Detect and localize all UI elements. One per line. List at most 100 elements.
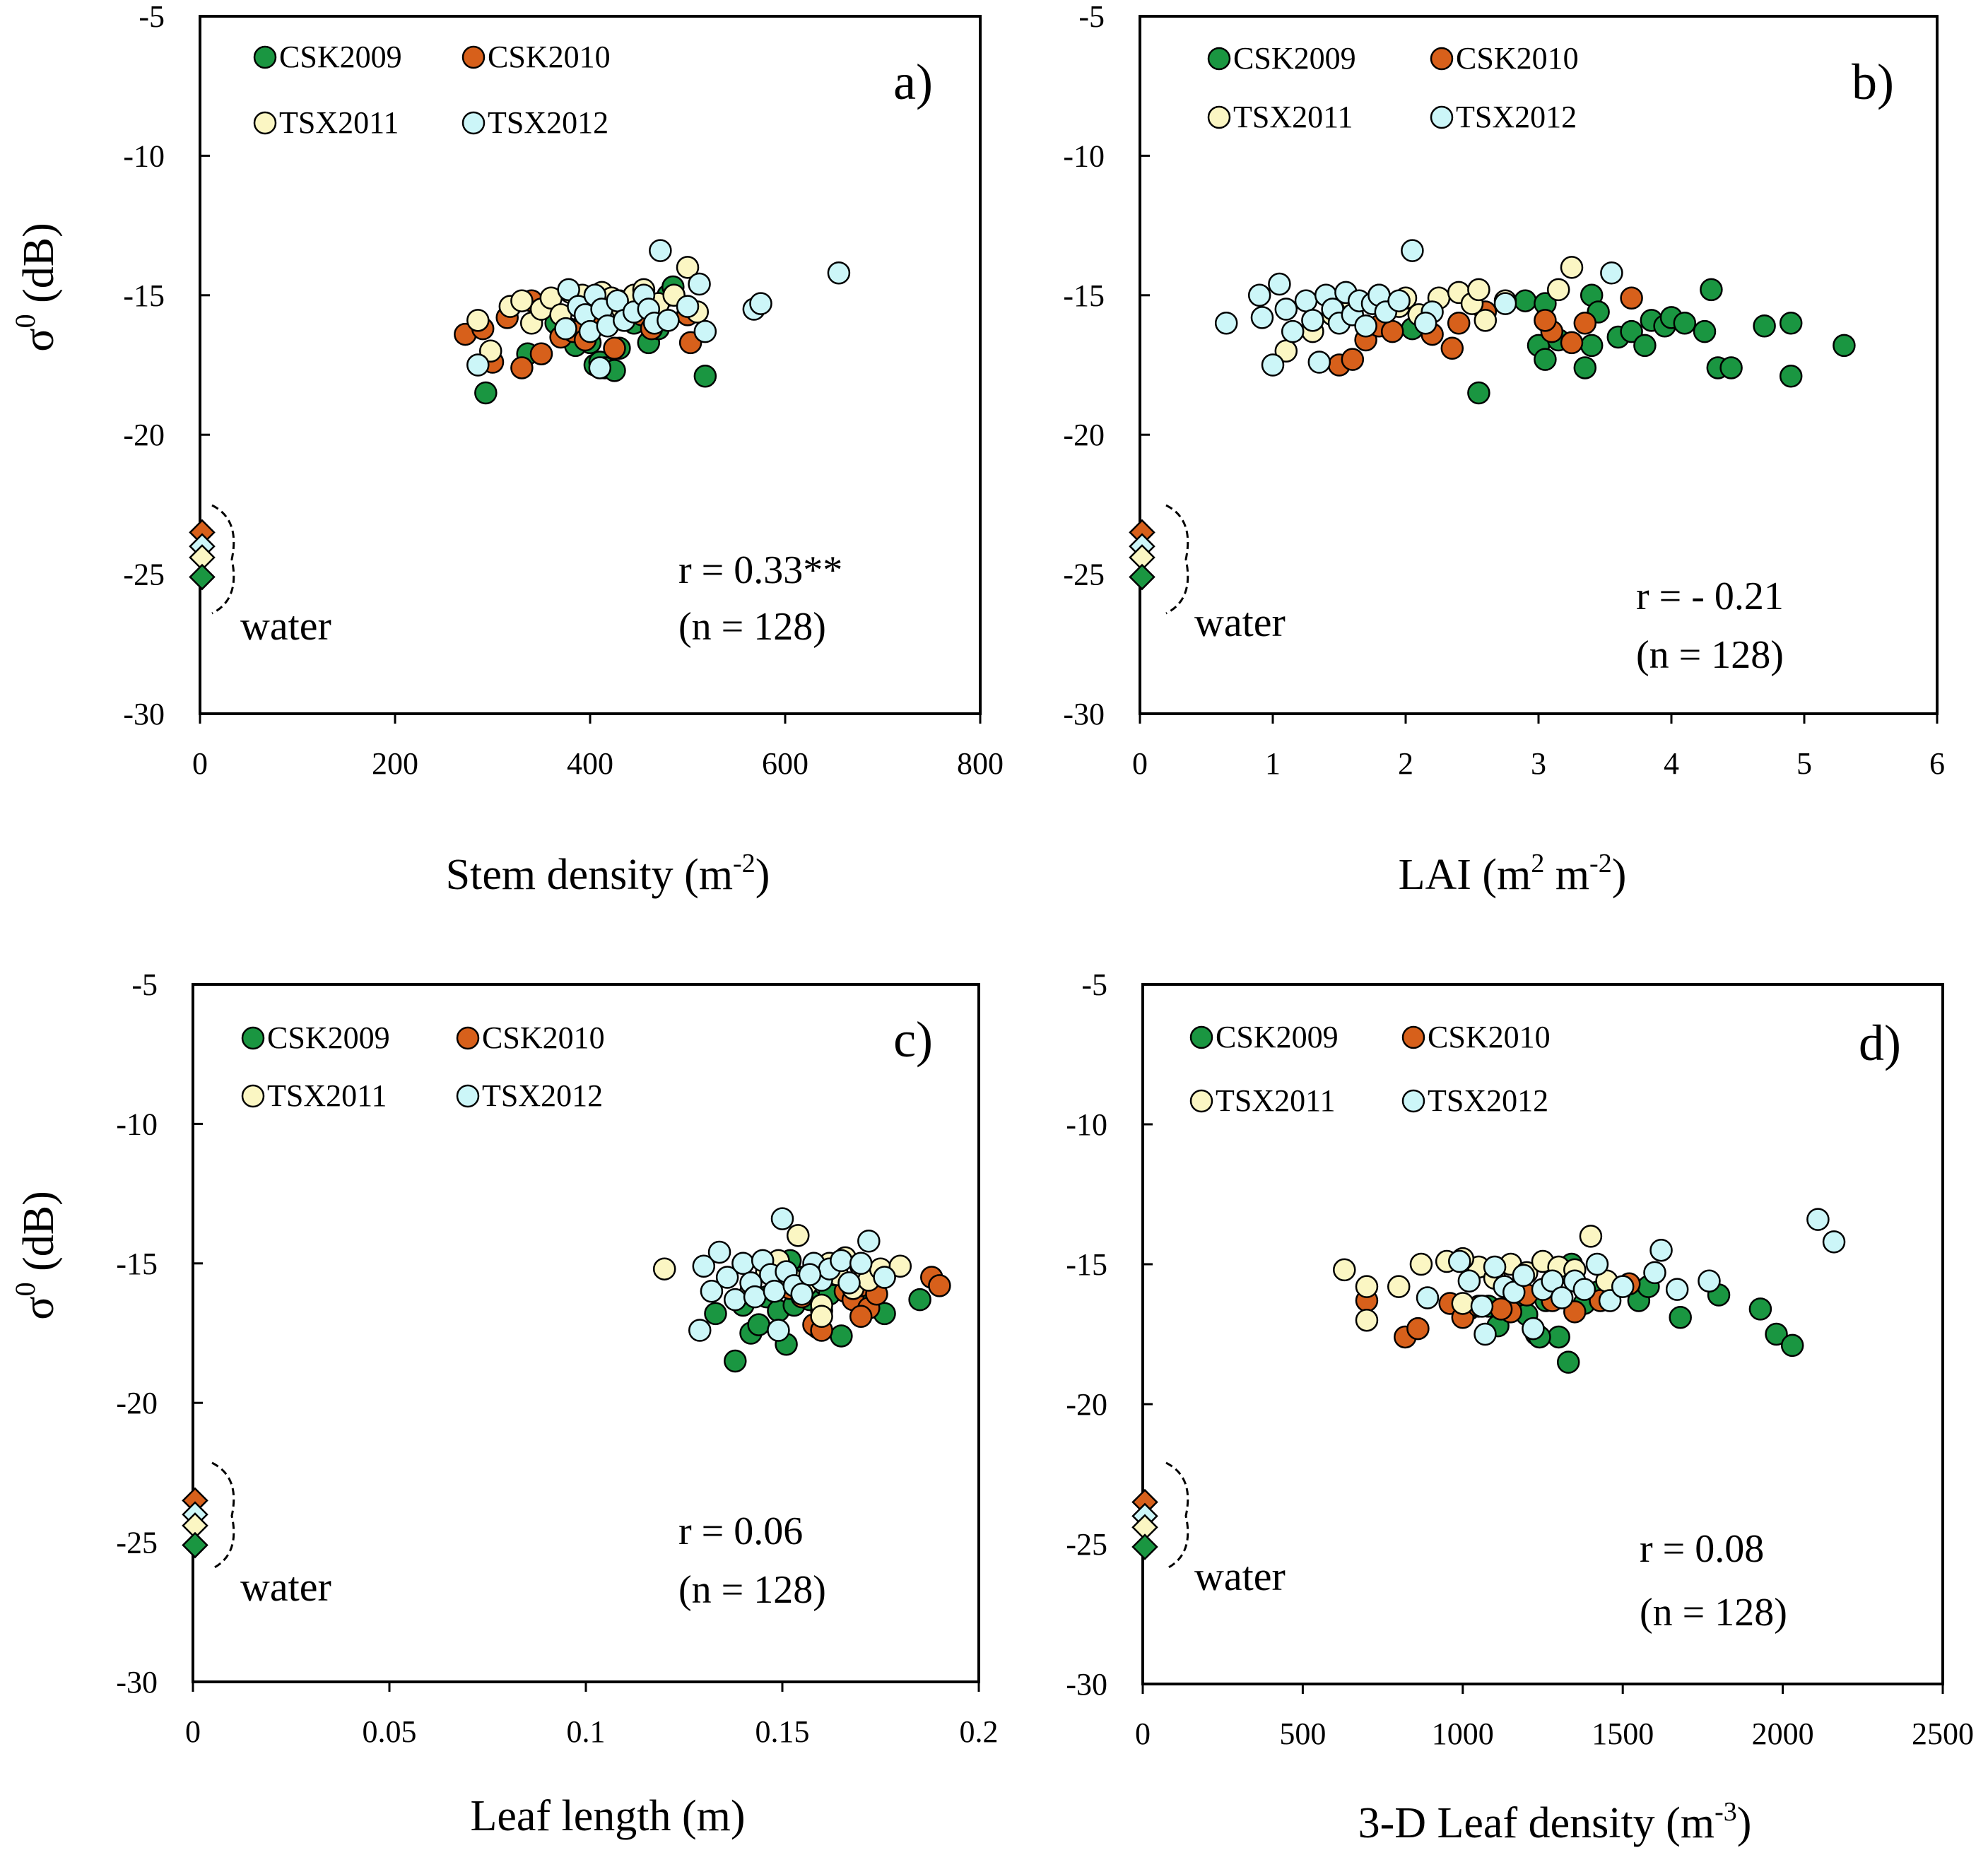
data-point-tsx2012 — [554, 317, 577, 341]
data-point-tsx2012 — [767, 1319, 790, 1342]
plot-frame — [1141, 983, 1944, 1685]
data-point-tsx2012 — [693, 319, 717, 343]
x-tick-label: 0.05 — [363, 1714, 417, 1749]
data-point-csk2010 — [510, 356, 534, 379]
x-tick-label: 4 — [1664, 746, 1679, 781]
y-tick-label: -20 — [116, 1386, 158, 1420]
data-point-csk2010 — [1341, 348, 1365, 371]
y-tick-label: -30 — [116, 1665, 158, 1700]
y-tick-label: -10 — [1063, 139, 1105, 173]
x-tick-label: 2500 — [1912, 1716, 1974, 1751]
water-brace — [211, 504, 235, 615]
y-tick-label: -20 — [123, 418, 165, 452]
y-tick-label: -25 — [1063, 558, 1105, 592]
legend-label-csk2010: CSK2010 — [1428, 1020, 1551, 1054]
legend-label-tsx2011: TSX2011 — [267, 1078, 387, 1113]
data-point-csk2009 — [1765, 1322, 1788, 1346]
data-point-tsx2012 — [700, 1280, 724, 1303]
legend-label-tsx2011: TSX2011 — [279, 105, 399, 140]
data-point-tsx2011 — [1355, 1275, 1379, 1298]
water-brace — [1165, 504, 1189, 615]
y-axis-label: σ0 (dB) — [9, 223, 63, 352]
data-point-tsx2012 — [649, 239, 672, 262]
water-point-csk2009 — [1129, 563, 1155, 591]
data-point-tsx2012 — [1572, 1278, 1596, 1301]
legend-marker-csk2010 — [461, 45, 486, 69]
legend-label-tsx2011: TSX2011 — [1216, 1083, 1336, 1118]
data-point-tsx2012 — [1274, 298, 1298, 321]
legend-label-tsx2012: TSX2012 — [1456, 100, 1577, 134]
x-tick-label: 0.2 — [960, 1714, 999, 1749]
data-point-tsx2011 — [676, 256, 700, 279]
data-point-csk2009 — [830, 1324, 853, 1348]
data-point-csk2010 — [1560, 331, 1584, 355]
data-point-tsx2012 — [1261, 353, 1285, 377]
data-point-tsx2012 — [1268, 272, 1291, 296]
data-point-csk2009 — [1513, 289, 1537, 312]
data-point-tsx2012 — [1307, 351, 1331, 374]
y-tick-label: -15 — [123, 278, 165, 313]
y-tick-label: -15 — [116, 1247, 158, 1281]
legend-label-csk2010: CSK2010 — [1456, 41, 1579, 76]
data-point-tsx2012 — [830, 1249, 853, 1273]
panel-label: d) — [1859, 1015, 1901, 1071]
water-label: water — [240, 1564, 331, 1610]
data-point-csk2009 — [1833, 334, 1856, 358]
data-point-tsx2011 — [810, 1305, 833, 1329]
data-point-csk2009 — [693, 365, 717, 388]
data-point-csk2009 — [1753, 314, 1776, 338]
data-point-tsx2012 — [1493, 292, 1517, 315]
legend-marker-tsx2012 — [456, 1084, 480, 1108]
data-point-tsx2012 — [1214, 312, 1238, 335]
x-tick-label: 0.15 — [755, 1714, 810, 1749]
y-tick-label: -30 — [123, 697, 165, 731]
data-point-tsx2012 — [1281, 319, 1305, 343]
legend-marker-csk2010 — [1430, 47, 1454, 71]
data-point-tsx2012 — [1416, 1286, 1440, 1309]
data-point-csk2009 — [1673, 312, 1697, 335]
scatter-panel-1: -5 -10 -15 -20 -25 -30 0 200 400 600 800 Stem densi… — [9, 0, 1004, 899]
sample-size-n: (n = 128) — [1636, 633, 1784, 677]
data-point-csk2009 — [1467, 381, 1490, 405]
data-point-tsx2012 — [1512, 1264, 1536, 1288]
data-point-tsx2012 — [873, 1266, 896, 1289]
data-point-tsx2011 — [1474, 309, 1498, 332]
data-point-csk2009 — [474, 381, 498, 405]
legend-label-csk2010: CSK2010 — [488, 40, 611, 74]
y-tick-label: -5 — [139, 0, 165, 34]
data-point-tsx2012 — [1401, 239, 1424, 262]
water-label: water — [240, 603, 331, 649]
legend-marker-tsx2011 — [241, 1084, 265, 1108]
data-point-tsx2012 — [1474, 1322, 1497, 1346]
data-point-tsx2012 — [798, 1263, 822, 1286]
data-point-tsx2011 — [1387, 1275, 1411, 1298]
data-point-csk2010 — [1440, 336, 1464, 360]
x-tick-label: 0 — [1135, 1716, 1151, 1751]
data-point-tsx2012 — [676, 295, 700, 318]
y-tick-label: -10 — [123, 139, 165, 173]
sample-size-n: (n = 128) — [678, 605, 826, 649]
x-tick-label: 800 — [957, 746, 1004, 781]
sample-size-n: (n = 128) — [678, 1568, 826, 1612]
data-point-csk2009 — [1547, 1325, 1570, 1349]
data-point-tsx2012 — [1457, 1269, 1481, 1293]
data-point-tsx2012 — [837, 1271, 861, 1295]
data-point-csk2009 — [1748, 1297, 1772, 1321]
scatter-panel-3: -5 -10 -15 -20 -25 -30 0 0.05 0.1 0.15 0.2 Leaf len… — [9, 967, 999, 1840]
data-point-csk2010 — [1447, 312, 1471, 335]
data-point-tsx2012 — [557, 278, 580, 302]
legend-label-csk2009: CSK2009 — [1233, 41, 1356, 76]
y-tick-label: -25 — [123, 558, 165, 592]
legend-label-tsx2011: TSX2011 — [1233, 100, 1353, 134]
data-point-tsx2011 — [1409, 1252, 1433, 1276]
water-brace — [211, 1461, 235, 1570]
scatter-panel-4: -5 -10 -15 -20 -25 -30 0 500 1000 1500 2000 2500 3-D… — [1066, 967, 1974, 1847]
y-tick-label: -10 — [116, 1107, 158, 1141]
x-axis-label: 3-D Leaf density (m-3) — [1358, 1797, 1752, 1847]
data-point-tsx2011 — [466, 309, 490, 332]
x-axis-label: LAI (m2 m-2) — [1399, 849, 1627, 899]
legend-marker-tsx2012 — [1430, 105, 1454, 129]
data-point-csk2010 — [529, 342, 553, 365]
data-point-tsx2012 — [1470, 1295, 1494, 1318]
data-point-tsx2011 — [510, 289, 534, 312]
